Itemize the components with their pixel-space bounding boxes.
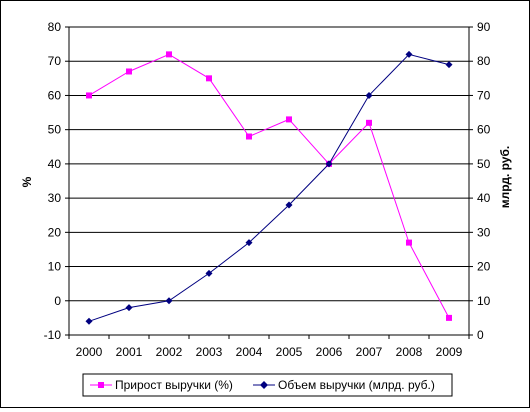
data-point-volume (85, 317, 93, 325)
data-point-volume (285, 201, 293, 209)
grid-layer (69, 60, 469, 302)
x-tick-label: 2003 (196, 345, 223, 359)
left-axis-title: % (20, 176, 34, 187)
data-point-volume (245, 239, 253, 247)
right-tick-label: 70 (477, 88, 491, 102)
right-tick-label: 20 (477, 260, 491, 274)
data-point-volume (125, 304, 133, 312)
data-point-growth (246, 133, 252, 140)
legend-label-growth: Прирост выручки (%) (115, 378, 233, 392)
right-tick-label: 0 (477, 328, 484, 342)
right-axis: 0 10 20 30 40 50 60 70 80 90 (469, 20, 491, 342)
right-axis-title: млрд. руб. (498, 146, 512, 208)
right-tick-label: 80 (477, 54, 491, 68)
series-line-volume (88, 53, 450, 322)
data-point-volume (405, 50, 413, 58)
right-tick-label: 60 (477, 123, 491, 137)
left-axis: -10 0 10 20 30 40 50 60 70 80 (44, 20, 69, 342)
right-tick-label: 10 (477, 294, 491, 308)
x-tick-label: 2008 (396, 345, 423, 359)
left-tick-label: 70 (48, 54, 62, 68)
x-tick-label: 2002 (156, 345, 183, 359)
x-tick-label: 2009 (436, 345, 463, 359)
data-point-growth (366, 119, 372, 126)
series-line-growth (88, 53, 450, 319)
x-tick-label: 2007 (356, 345, 383, 359)
x-tick-label: 2000 (76, 345, 103, 359)
x-tick-label: 2004 (236, 345, 263, 359)
series-layer (85, 50, 453, 325)
data-point-volume (445, 61, 453, 69)
right-tick-label: 30 (477, 225, 491, 239)
right-tick-label: 40 (477, 191, 491, 205)
left-tick-label: 60 (48, 88, 62, 102)
legend-label-volume: Объем выручки (млрд. руб.) (278, 378, 435, 392)
data-point-growth (406, 239, 412, 246)
left-tick-label: 50 (48, 123, 62, 137)
left-tick-label: 80 (48, 20, 62, 34)
data-point-growth (446, 314, 452, 321)
legend-marker-growth (98, 382, 104, 388)
data-point-growth (166, 51, 172, 58)
data-point-growth (126, 68, 132, 75)
right-tick-label: 90 (477, 20, 491, 34)
data-point-growth (86, 92, 92, 99)
data-point-volume (365, 91, 373, 99)
left-tick-label: 0 (54, 294, 61, 308)
left-tick-label: 10 (48, 260, 62, 274)
x-axis: 2000 2001 2002 2003 2004 2005 2006 2007 2008 2009 (68, 335, 470, 359)
data-point-growth (206, 75, 212, 82)
right-tick-label: 50 (477, 157, 491, 171)
data-point-growth (286, 116, 292, 123)
x-tick-label: 2005 (276, 345, 303, 359)
data-point-volume (325, 160, 333, 168)
legend-marker-volume (260, 381, 268, 389)
x-tick-label: 2006 (316, 345, 343, 359)
legend: Прирост выручки (%) Объем выручки (млрд.… (82, 373, 453, 397)
left-tick-label: 20 (48, 225, 62, 239)
left-tick-label: 40 (48, 157, 62, 171)
left-tick-label: 30 (48, 191, 62, 205)
data-point-volume (205, 269, 213, 277)
data-point-volume (165, 297, 173, 305)
x-tick-label: 2001 (116, 345, 143, 359)
left-tick-label: -10 (44, 328, 62, 342)
